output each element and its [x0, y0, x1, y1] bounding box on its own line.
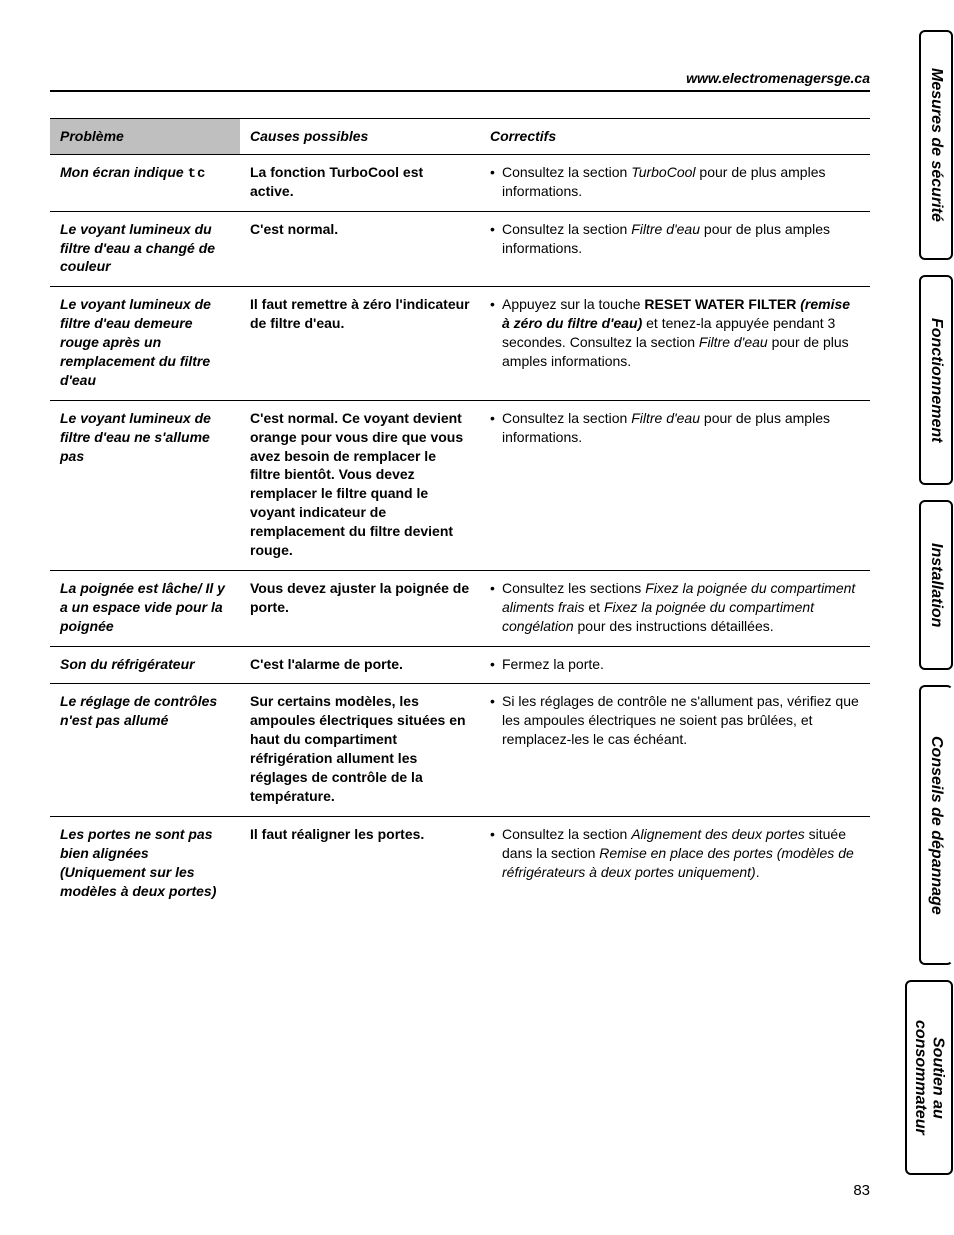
cell-correctif: •Fermez la porte. — [480, 646, 870, 684]
cell-correctif: •Consultez les sections Fixez la poignée… — [480, 570, 870, 646]
cell-problem: Mon écran indique tc — [50, 154, 240, 211]
side-tab[interactable]: Fonctionnement — [919, 275, 953, 485]
cell-correctif: •Consultez la section Filtre d'eau pour … — [480, 400, 870, 570]
side-tab-label: Fonctionnement — [927, 318, 945, 442]
table-row: Les portes ne sont pas bien alignées (Un… — [50, 816, 870, 910]
troubleshooting-table: Problème Causes possibles Correctifs Mon… — [50, 118, 870, 910]
side-tabs: Mesures de sécurité Fonctionnement Install… — [894, 20, 954, 1200]
page-number: 83 — [50, 1182, 870, 1199]
table-row: Le réglage de contrôles n'est pas allumé… — [50, 684, 870, 816]
cell-correctif: •Si les réglages de contrôle ne s'allume… — [480, 684, 870, 816]
header-url: www.electromenagersge.ca — [50, 70, 870, 90]
table-header-row: Problème Causes possibles Correctifs — [50, 119, 870, 155]
table-row: Le voyant lumineux de filtre d'eau ne s'… — [50, 400, 870, 570]
table-body: Mon écran indique tcLa fonction TurboCoo… — [50, 154, 870, 910]
table-row: Le voyant lumineux du filtre d'eau a cha… — [50, 211, 870, 287]
cell-cause: Vous devez ajuster la poignée de porte. — [240, 570, 480, 646]
cell-cause: Sur certains modèles, les ampoules élect… — [240, 684, 480, 816]
cell-correctif: •Consultez la section TurboCool pour de … — [480, 154, 870, 211]
cell-cause: C'est l'alarme de porte. — [240, 646, 480, 684]
cell-cause: La fonction TurboCool est active. — [240, 154, 480, 211]
side-tab[interactable]: Mesures de sécurité — [919, 30, 953, 260]
cell-problem: La poignée est lâche/ Il y a un espace v… — [50, 570, 240, 646]
header-rule — [50, 90, 870, 92]
cell-problem: Le réglage de contrôles n'est pas allumé — [50, 684, 240, 816]
table-row: Mon écran indique tcLa fonction TurboCoo… — [50, 154, 870, 211]
table-row: La poignée est lâche/ Il y a un espace v… — [50, 570, 870, 646]
cell-problem: Le voyant lumineux de filtre d'eau demeu… — [50, 287, 240, 400]
th-correctif: Correctifs — [480, 119, 870, 155]
cell-problem: Les portes ne sont pas bien alignées (Un… — [50, 816, 240, 910]
page-content: www.electromenagersge.ca Problème Causes… — [50, 70, 870, 910]
th-cause: Causes possibles — [240, 119, 480, 155]
cell-correctif: •Consultez la section Filtre d'eau pour … — [480, 211, 870, 287]
table-row: Le voyant lumineux de filtre d'eau demeu… — [50, 287, 870, 400]
cell-cause: C'est normal. — [240, 211, 480, 287]
cell-problem: Le voyant lumineux du filtre d'eau a cha… — [50, 211, 240, 287]
side-tab-label: Soutien auconsommateur — [911, 1020, 946, 1135]
cell-cause: C'est normal. Ce voyant devient orange p… — [240, 400, 480, 570]
side-tab[interactable]: Soutien auconsommateur — [905, 980, 953, 1175]
side-tab[interactable]: Conseils de dépannage — [919, 685, 953, 965]
side-tab-label: Installation — [927, 543, 945, 627]
cell-problem: Le voyant lumineux de filtre d'eau ne s'… — [50, 400, 240, 570]
cell-cause: Il faut réaligner les portes. — [240, 816, 480, 910]
cell-correctif: •Appuyez sur la touche RESET WATER FILTE… — [480, 287, 870, 400]
cell-problem: Son du réfrigérateur — [50, 646, 240, 684]
cell-correctif: •Consultez la section Alignement des deu… — [480, 816, 870, 910]
cell-cause: Il faut remettre à zéro l'indicateur de … — [240, 287, 480, 400]
side-tab[interactable]: Installation — [919, 500, 953, 670]
table-row: Son du réfrigérateurC'est l'alarme de po… — [50, 646, 870, 684]
side-tab-label: Mesures de sécurité — [927, 68, 945, 222]
side-tab-label: Conseils de dépannage — [927, 736, 945, 915]
th-problem: Problème — [50, 119, 240, 155]
